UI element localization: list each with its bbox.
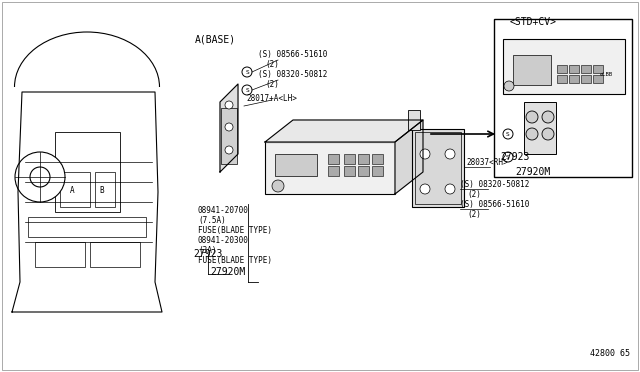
Bar xyxy=(581,75,591,83)
Text: (2): (2) xyxy=(467,209,481,218)
Text: S: S xyxy=(245,87,249,93)
Circle shape xyxy=(526,111,538,123)
Bar xyxy=(344,154,355,164)
Text: 27920M: 27920M xyxy=(210,267,245,277)
Bar xyxy=(557,75,567,83)
Text: A(BASE): A(BASE) xyxy=(195,34,236,44)
Bar xyxy=(593,75,603,83)
Polygon shape xyxy=(265,120,423,142)
Text: FUSE(BLADE TYPE): FUSE(BLADE TYPE) xyxy=(198,225,272,234)
Text: (S) 08566-51610: (S) 08566-51610 xyxy=(460,199,529,208)
Bar xyxy=(221,108,237,164)
Circle shape xyxy=(445,184,455,194)
Circle shape xyxy=(542,128,554,140)
Bar xyxy=(557,65,567,73)
Text: S: S xyxy=(506,131,510,137)
Bar xyxy=(28,217,146,237)
Bar xyxy=(412,129,464,207)
Bar xyxy=(328,166,339,176)
Circle shape xyxy=(445,149,455,159)
Text: 27923: 27923 xyxy=(500,152,529,162)
Text: <STD+CV>: <STD+CV> xyxy=(510,17,557,27)
Bar xyxy=(408,110,420,130)
Text: 27920M: 27920M xyxy=(515,167,550,177)
Bar xyxy=(372,166,383,176)
Bar xyxy=(524,102,556,154)
Bar xyxy=(344,166,355,176)
Bar xyxy=(569,75,579,83)
Text: (S) 08320-50812: (S) 08320-50812 xyxy=(460,180,529,189)
Bar xyxy=(55,132,120,212)
Bar xyxy=(503,39,625,94)
Circle shape xyxy=(420,184,430,194)
Polygon shape xyxy=(395,120,423,194)
Text: (2): (2) xyxy=(467,189,481,199)
Circle shape xyxy=(225,146,233,154)
Circle shape xyxy=(526,128,538,140)
Text: 08941-20700: 08941-20700 xyxy=(198,205,249,215)
Bar xyxy=(358,154,369,164)
Bar xyxy=(90,242,140,267)
Circle shape xyxy=(242,85,252,95)
Bar xyxy=(358,166,369,176)
Circle shape xyxy=(225,101,233,109)
Text: 28017+A<LH>: 28017+A<LH> xyxy=(246,93,297,103)
Circle shape xyxy=(242,67,252,77)
Circle shape xyxy=(503,129,513,139)
Text: (3A): (3A) xyxy=(198,246,216,254)
Bar xyxy=(265,142,395,194)
Bar xyxy=(275,154,317,176)
Text: FUSE(BLADE TYPE): FUSE(BLADE TYPE) xyxy=(198,256,272,264)
Circle shape xyxy=(542,111,554,123)
Text: (S) 08566-51610: (S) 08566-51610 xyxy=(258,49,328,58)
Circle shape xyxy=(15,152,65,202)
Text: (2): (2) xyxy=(265,60,279,68)
Circle shape xyxy=(30,167,50,187)
Text: 27923: 27923 xyxy=(193,249,222,259)
Bar xyxy=(35,242,85,267)
Bar xyxy=(513,55,551,85)
Circle shape xyxy=(420,149,430,159)
Text: 08941-20300: 08941-20300 xyxy=(198,235,249,244)
Text: 28037<RH>: 28037<RH> xyxy=(466,157,508,167)
Text: S: S xyxy=(506,154,510,160)
Bar xyxy=(328,154,339,164)
Circle shape xyxy=(503,152,513,162)
Bar xyxy=(581,65,591,73)
Circle shape xyxy=(504,81,514,91)
Bar xyxy=(593,65,603,73)
Text: S: S xyxy=(245,70,249,74)
Text: (7.5A): (7.5A) xyxy=(198,215,226,224)
Bar xyxy=(372,154,383,164)
Text: A: A xyxy=(70,186,74,195)
Text: B: B xyxy=(100,186,104,195)
Polygon shape xyxy=(220,84,238,172)
Text: 42800 65: 42800 65 xyxy=(590,350,630,359)
Text: (S) 08320-50812: (S) 08320-50812 xyxy=(258,70,328,78)
Circle shape xyxy=(272,180,284,192)
Bar xyxy=(415,132,461,204)
Bar xyxy=(494,19,632,177)
Circle shape xyxy=(225,123,233,131)
Bar xyxy=(60,172,90,207)
Bar xyxy=(569,65,579,73)
Bar xyxy=(95,172,115,207)
Text: (2): (2) xyxy=(265,80,279,89)
Text: eLBB: eLBB xyxy=(600,71,613,77)
